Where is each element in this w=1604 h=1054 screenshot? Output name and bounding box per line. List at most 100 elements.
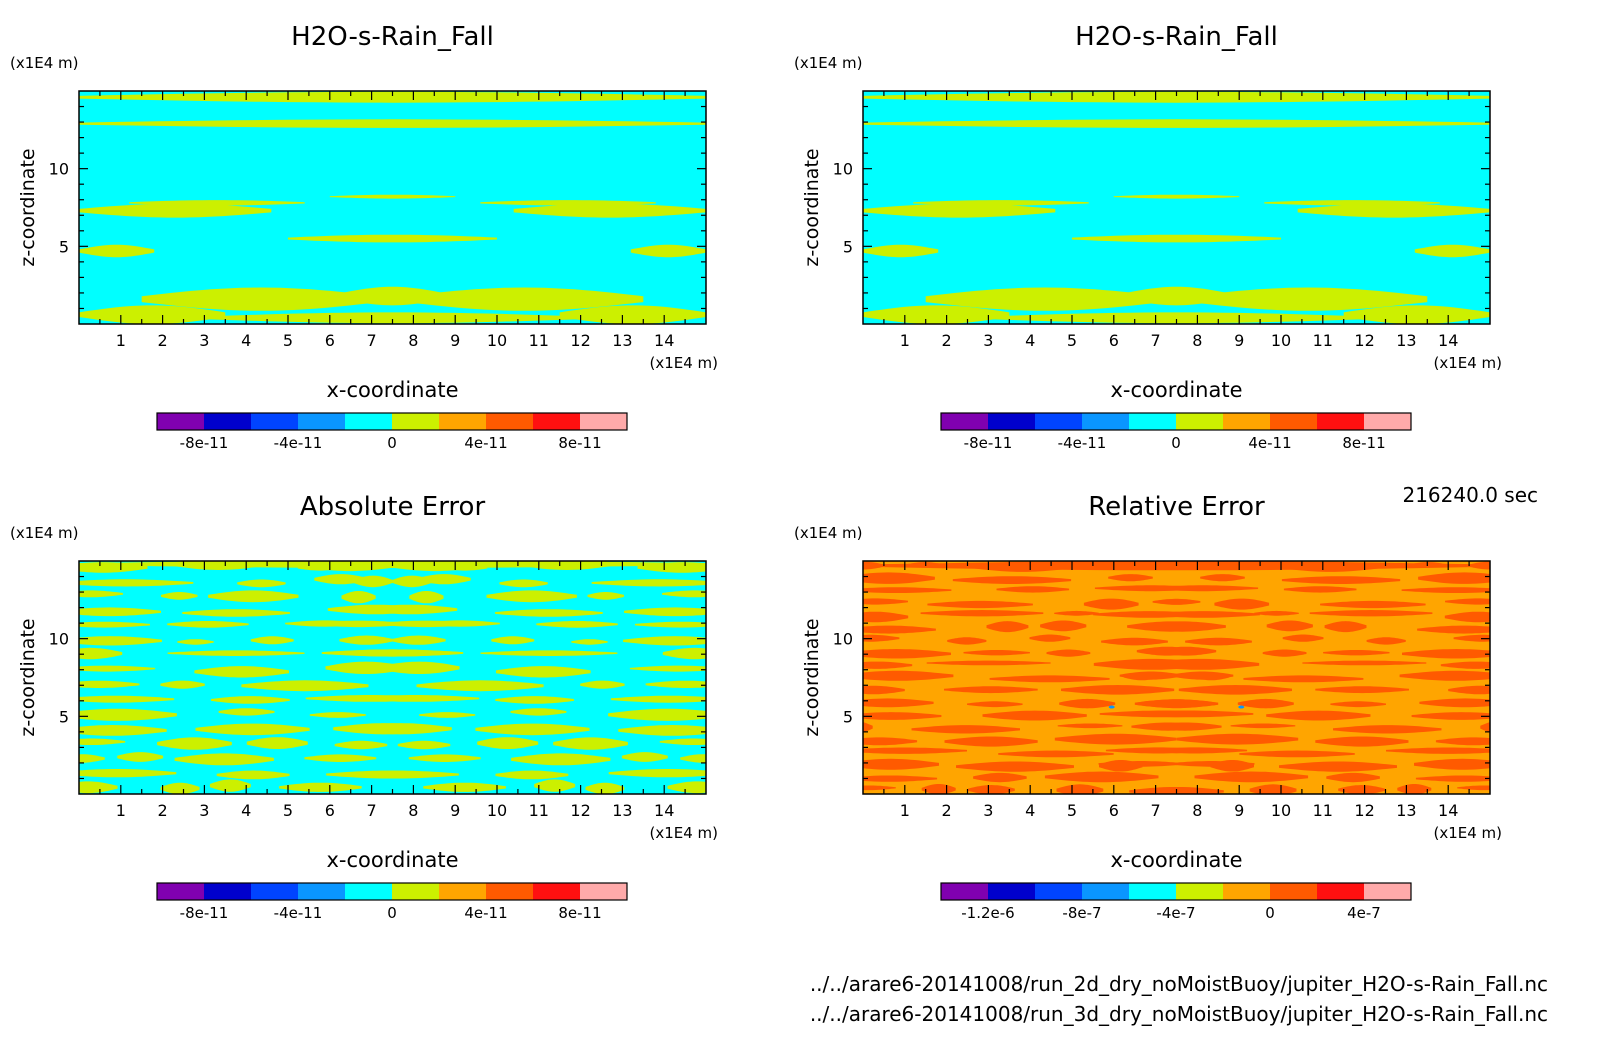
field-band <box>863 611 909 623</box>
field-band <box>1200 574 1245 582</box>
field-band <box>1194 771 1309 783</box>
field-band <box>1386 747 1490 754</box>
colorbar-swatch <box>1176 413 1224 430</box>
field-band <box>963 650 1030 656</box>
field-band <box>1266 710 1371 721</box>
field-band <box>863 203 1056 218</box>
colorbar-swatch <box>580 413 628 430</box>
chart-panel-3: Absolute Error(x1E4 m)1 2 3 4 5 6 7 8 9 10 11 12 13 1… <box>10 492 718 922</box>
field-band <box>553 737 628 750</box>
field-band <box>79 590 123 598</box>
x-tick-label: 14 <box>1438 331 1458 350</box>
field-band <box>1105 747 1212 754</box>
field-band <box>1366 637 1406 645</box>
field-band <box>392 575 432 588</box>
field-band <box>1397 784 1432 794</box>
field-band <box>194 666 289 678</box>
field-band <box>863 572 935 584</box>
field-band <box>1185 637 1252 646</box>
field-band <box>495 696 574 704</box>
field-band <box>921 784 956 794</box>
field-spot <box>1238 705 1245 709</box>
field-band <box>416 680 544 692</box>
field-band <box>863 91 1490 103</box>
field-band <box>477 737 539 749</box>
field-band <box>559 305 706 324</box>
x-tick-label: 1 <box>900 331 910 350</box>
colorbar-frame <box>156 412 628 431</box>
y-tick-label: 5 <box>843 237 853 256</box>
x-tick-label: 9 <box>450 331 460 350</box>
field-background <box>79 561 706 794</box>
field-band <box>534 779 576 792</box>
x-axis-label: x-coordinate <box>326 848 458 872</box>
colorbar-label: 8e-11 <box>558 434 601 452</box>
field-band <box>1302 660 1427 666</box>
chart-title: H2O-s-Rain_Fall <box>1075 22 1278 52</box>
x-axis-label: x-coordinate <box>1110 848 1242 872</box>
colorbar-frame <box>940 882 1412 901</box>
x-tick-label: 10 <box>1271 331 1291 350</box>
field-band <box>167 650 305 656</box>
field-band <box>608 769 706 778</box>
field-band <box>926 660 1051 666</box>
field-band <box>863 712 942 720</box>
field-band <box>1279 761 1397 772</box>
field-band <box>1189 287 1428 311</box>
y-unit-label: (x1E4 m) <box>10 54 79 72</box>
chart-title: Absolute Error <box>300 492 486 522</box>
colorbar-swatch <box>157 883 205 900</box>
field-band <box>1399 670 1490 681</box>
field-band <box>1266 620 1313 632</box>
colorbar-label: -1.2e-6 <box>961 904 1014 922</box>
chart-title: Relative Error <box>1088 492 1265 522</box>
field-band <box>79 708 177 721</box>
x-tick-label: 5 <box>283 331 293 350</box>
field-band <box>863 758 939 770</box>
y-axis-label: z-coordinate <box>801 618 823 736</box>
field-band <box>1046 649 1091 657</box>
field-band <box>495 770 569 780</box>
field-band <box>629 665 706 672</box>
field-band <box>204 312 581 324</box>
field-band <box>405 287 644 311</box>
colorbar-label: 0 <box>1265 904 1275 922</box>
x-axis-label: x-coordinate <box>1110 378 1242 402</box>
field-band <box>1059 698 1116 709</box>
field-group <box>863 91 1490 324</box>
field-group <box>863 561 1490 794</box>
field-band <box>911 725 1020 734</box>
x-tick-label: 2 <box>942 801 952 820</box>
x-tick-label: 4 <box>1025 801 1035 820</box>
field-band <box>1214 598 1270 610</box>
field-band <box>591 579 706 587</box>
field-band <box>480 200 656 206</box>
field-band <box>863 598 908 605</box>
y-tick-label: 10 <box>833 630 853 649</box>
colorbar-swatch <box>204 883 252 900</box>
x-tick-label: 2 <box>942 331 952 350</box>
x-tick-label: 6 <box>325 801 335 820</box>
field-band <box>920 610 1044 617</box>
x-tick-label: 13 <box>1396 331 1416 350</box>
field-band <box>195 723 310 736</box>
field-band <box>209 779 251 792</box>
field-band <box>1419 698 1490 708</box>
field-band <box>982 710 1087 721</box>
colorbar-swatch <box>345 883 393 900</box>
x-tick-label: 1 <box>900 801 910 820</box>
colorbar-swatch <box>1364 413 1412 430</box>
field-band <box>1326 772 1380 783</box>
field-band <box>863 685 905 695</box>
colorbar-swatch <box>392 883 440 900</box>
x-tick-label: 9 <box>1234 331 1244 350</box>
field-band <box>1040 620 1087 632</box>
field-band <box>1169 761 1255 767</box>
field-band <box>480 650 618 656</box>
colorbar-swatch <box>392 413 440 430</box>
field-band <box>956 761 1074 772</box>
field-band <box>397 740 451 750</box>
x-tick-label: 9 <box>450 801 460 820</box>
colorbar-swatch <box>486 413 534 430</box>
y-unit-label: (x1E4 m) <box>10 524 79 542</box>
